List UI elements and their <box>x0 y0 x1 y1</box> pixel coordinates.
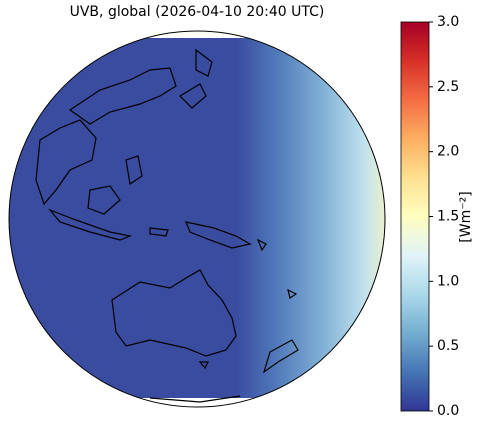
colorbar-tick-label: 0.5 <box>437 338 459 354</box>
colorbar <box>400 21 430 412</box>
coastlines <box>35 48 299 403</box>
colorbar-tick-label: 0.0 <box>437 403 459 419</box>
map-title: UVB, global (2026-04-10 20:40 UTC) <box>70 4 325 20</box>
globe-outline <box>8 30 386 408</box>
colorbar-label: [Wm⁻²] <box>458 191 474 242</box>
colorbar-tick-label: 2.5 <box>437 79 459 95</box>
colorbar-tick-label: 1.0 <box>437 273 459 289</box>
globe <box>9 38 385 403</box>
uvb-field <box>9 38 385 398</box>
colorbar-tick-label: 3.0 <box>437 14 459 30</box>
colorbar-tick-label: 1.5 <box>437 209 459 225</box>
colorbar-tick-label: 2.0 <box>437 144 459 160</box>
